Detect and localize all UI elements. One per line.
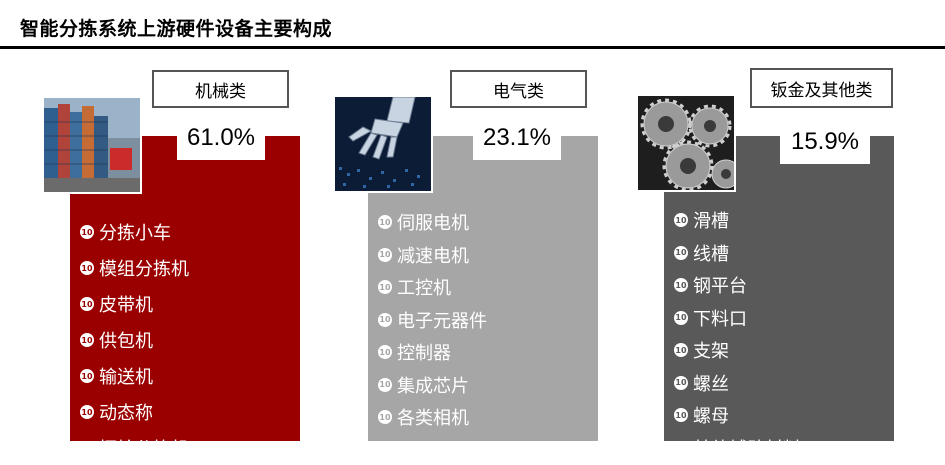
item-label: 钢平台: [693, 276, 747, 298]
item-label: 分拣小车: [99, 223, 171, 244]
list-item: 10 减速电机: [378, 239, 487, 272]
list-item: 10 滑槽: [674, 204, 801, 237]
list-item: 10 分拣小车: [80, 214, 189, 250]
mechanical-percent: 61.0%: [177, 116, 265, 160]
bullet-icon: 10: [80, 333, 94, 347]
item-label: 供包机: [99, 331, 153, 352]
item-label: 伺服电机: [397, 213, 469, 235]
item-label: 其他辅助材料: [693, 435, 801, 441]
item-label: 螺丝: [693, 373, 729, 395]
bullet-icon: 10: [378, 345, 392, 360]
item-label: 下料口: [693, 308, 747, 330]
item-label: 集成芯片: [397, 375, 469, 397]
bullet-icon: 10: [378, 410, 392, 425]
item-label: 控制器: [397, 343, 451, 365]
bullet-icon: 10: [674, 310, 688, 325]
list-item: 10 工控机: [378, 271, 487, 304]
gears-image: [636, 94, 736, 192]
list-item: 10 模组分拣机: [80, 250, 189, 286]
bullet-icon: 10: [80, 369, 94, 383]
list-item: 10 电子元器件: [378, 304, 487, 337]
bullet-icon: 10: [378, 377, 392, 392]
bullet-icon: 10: [378, 215, 392, 230]
list-item: 10 钢平台: [674, 269, 801, 302]
list-item: 10 集成芯片: [378, 369, 487, 402]
item-label: 减速电机: [397, 245, 469, 267]
list-item: 10摆轮分拣机: [80, 430, 189, 441]
sheet-metal-item-list: 10 滑槽 10 线槽 10 钢平台 10 下料口 10 支架 10 螺丝 10 螺母 10其…: [674, 204, 801, 441]
list-item: 10其他辅助材料: [674, 432, 801, 441]
bullet-icon: 10: [80, 297, 94, 311]
list-item: 10 输送机: [80, 358, 189, 394]
list-item: 10 供包机: [80, 322, 189, 358]
bullet-icon: 10: [674, 278, 688, 293]
bullet-icon: 10: [80, 405, 94, 419]
list-item: 10 螺母: [674, 399, 801, 432]
item-label: 滑槽: [693, 211, 729, 233]
mechanical-item-list: 10 分拣小车 10 模组分拣机 10 皮带机 10 供包机 10 输送机 10 动态称 1…: [80, 214, 189, 441]
item-label: 螺母: [693, 406, 729, 428]
page-title: 智能分拣系统上游硬件设备主要构成: [20, 18, 333, 40]
item-label: 模组分拣机: [99, 259, 189, 280]
bullet-icon: 10: [378, 312, 392, 327]
bullet-icon: 10: [378, 280, 392, 295]
item-label: 线槽: [693, 243, 729, 265]
bullet-icon: 10: [80, 261, 94, 275]
sheet-metal-label: 钣金及其他类: [750, 68, 893, 108]
shipping-containers-image: [42, 96, 142, 194]
item-label: 动态称: [99, 403, 153, 424]
title-divider: [0, 46, 945, 49]
list-item: 10 线槽: [674, 237, 801, 270]
mechanical-body: 10 分拣小车 10 模组分拣机 10 皮带机 10 供包机 10 输送机 10 动态称 1…: [70, 136, 300, 441]
robot-hand-image: [333, 95, 433, 193]
list-item: 10 支架: [674, 334, 801, 367]
containers-icon: [44, 98, 140, 192]
item-label: 输送机: [99, 367, 153, 388]
electrical-percent: 23.1%: [473, 116, 561, 160]
bullet-icon: 10: [674, 375, 688, 390]
gears-icon: [638, 96, 734, 190]
bullet-icon: 10: [80, 225, 94, 239]
list-item: 10 螺丝: [674, 367, 801, 400]
bullet-icon: 10: [674, 408, 688, 423]
bullet-icon: 10: [674, 245, 688, 260]
bullet-icon: 10: [674, 213, 688, 228]
item-label: 电子元器件: [397, 310, 487, 332]
bullet-icon: 10: [674, 343, 688, 358]
list-item: 10 下料口: [674, 302, 801, 335]
robot-hand-icon: [335, 97, 431, 191]
electrical-label: 电气类: [450, 70, 587, 108]
electrical-item-list: 10 伺服电机 10 减速电机 10 工控机 10 电子元器件 10 控制器 10 集成芯片…: [378, 206, 487, 434]
mechanical-label: 机械类: [152, 70, 289, 108]
list-item: 10 动态称: [80, 394, 189, 430]
list-item: 10 伺服电机: [378, 206, 487, 239]
bullet-icon: 10: [378, 247, 392, 262]
list-item: 10 皮带机: [80, 286, 189, 322]
item-label: 各类相机: [397, 408, 469, 430]
item-label: 工控机: [397, 278, 451, 300]
item-label: 皮带机: [99, 295, 153, 316]
item-label: 支架: [693, 341, 729, 363]
list-item: 10 控制器: [378, 336, 487, 369]
item-label: 摆轮分拣机: [99, 435, 189, 441]
list-item: 10 各类相机: [378, 401, 487, 434]
sheet-metal-percent: 15.9%: [780, 120, 870, 164]
